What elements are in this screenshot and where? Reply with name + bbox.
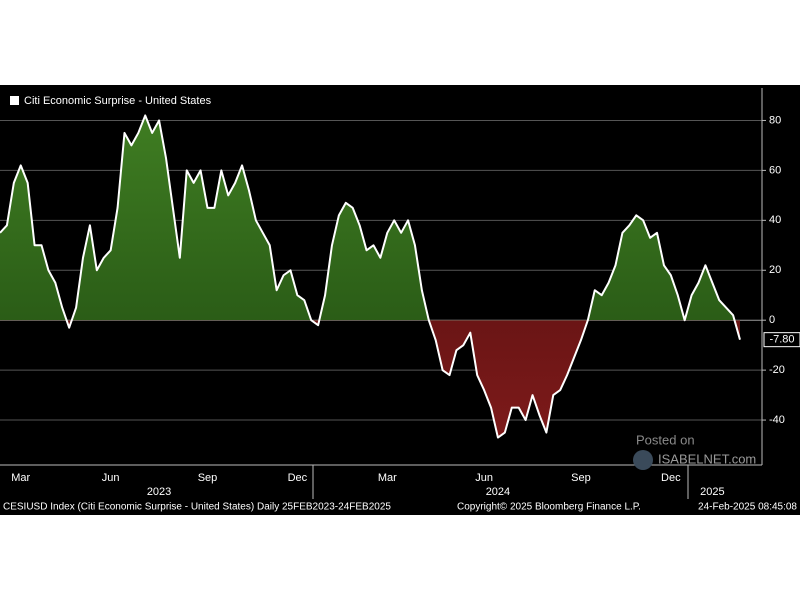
y-tick-label: 40 xyxy=(769,214,781,226)
y-tick-label: 20 xyxy=(769,264,781,276)
y-tick-label: -40 xyxy=(769,414,785,426)
area-negative xyxy=(66,320,740,438)
footer-timestamp: 24-Feb-2025 08:45:08 xyxy=(698,502,797,513)
line xyxy=(0,114,741,439)
legend-swatch xyxy=(10,96,19,105)
lines xyxy=(0,114,741,439)
year-label: 2024 xyxy=(486,486,510,498)
x-tick-label: Sep xyxy=(198,472,218,484)
x-tick-label: Dec xyxy=(661,472,681,484)
x-tick-label: Mar xyxy=(11,472,30,484)
y-tick-label: 60 xyxy=(769,164,781,176)
watermark: ISABELNET.com xyxy=(658,451,756,466)
footer-description: CESIUSD Index (Citi Economic Surprise - … xyxy=(3,502,391,513)
last-value-label: -7.80 xyxy=(769,334,794,346)
legend-label: Citi Economic Surprise - United States xyxy=(24,95,212,107)
watermark-logo xyxy=(633,450,653,470)
axes: -40 -20 0 20 40 60 80 Mar Jun Sep Dec Mar Jun Sep Dec 2… xyxy=(11,114,800,498)
year-label: 2023 xyxy=(147,486,171,498)
x-tick-label: Jun xyxy=(475,472,493,484)
footer-copyright: Copyright© 2025 Bloomberg Finance L.P. xyxy=(457,502,641,513)
watermark: Posted on xyxy=(636,432,695,447)
area-positive xyxy=(0,115,740,321)
x-tick-label: Jun xyxy=(102,472,120,484)
y-tick-label: 0 xyxy=(769,314,775,326)
year-label: 2025 xyxy=(700,486,724,498)
x-tick-label: Mar xyxy=(378,472,397,484)
last-value-box xyxy=(763,332,800,348)
y-tick-label: 80 xyxy=(769,114,781,126)
y-tick-label: -20 xyxy=(769,364,785,376)
areas xyxy=(0,115,740,438)
x-tick-label: Dec xyxy=(288,472,308,484)
x-tick-label: Sep xyxy=(571,472,591,484)
